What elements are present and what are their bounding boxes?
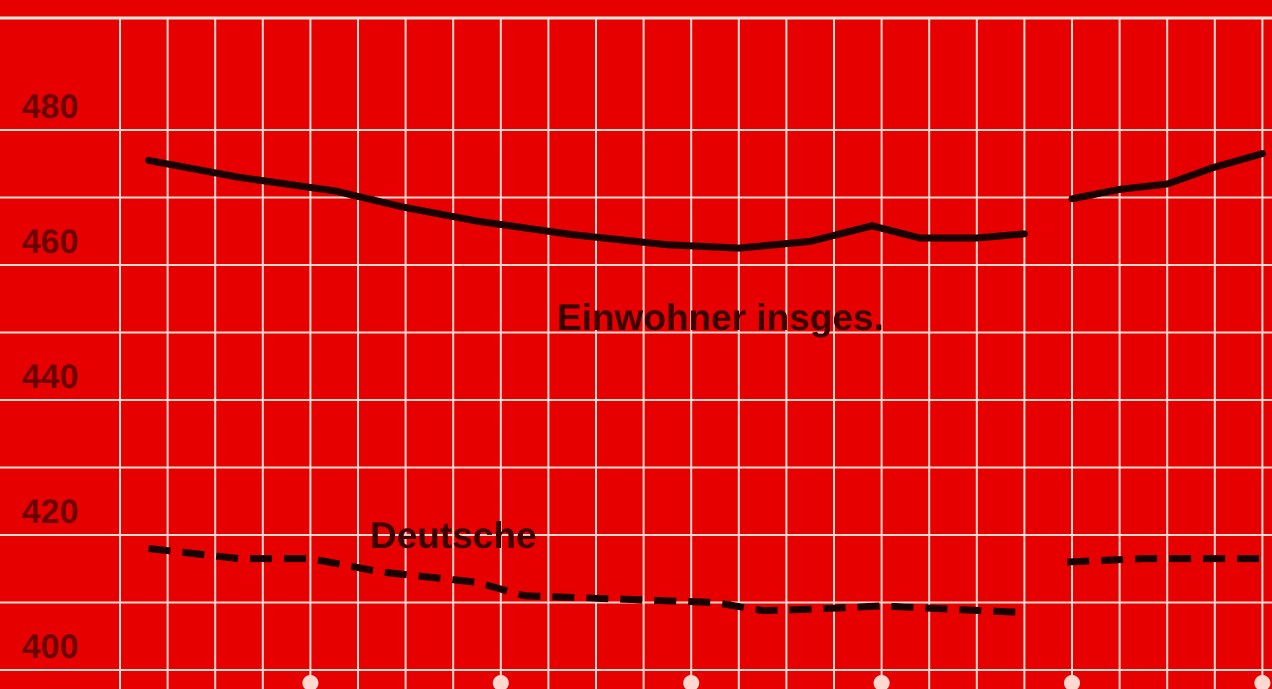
series-label-einwohner: Einwohner insges. (557, 297, 884, 338)
y-tick-label: 460 (22, 223, 79, 261)
y-tick-label: 480 (22, 88, 79, 126)
y-tick-label: 440 (22, 358, 79, 396)
y-tick-label: 400 (22, 628, 79, 666)
series-line-deutsche (1067, 555, 1263, 566)
series-line-einwohner (1068, 150, 1266, 203)
x-axis-marker (492, 675, 509, 689)
grid (0, 16, 1272, 689)
x-axis-marker (1064, 675, 1080, 689)
y-tick-label: 420 (22, 493, 79, 531)
x-axis-marker (873, 675, 890, 689)
x-axis-marker (302, 675, 319, 689)
series-label-deutsche: Deutsche (370, 515, 537, 556)
x-axis-marker (683, 675, 700, 689)
series-line-einwohner (145, 156, 1028, 252)
y-axis-ticks: 400 420 440 460 480 (22, 88, 79, 666)
axis-markers (302, 675, 1271, 689)
series-lines (145, 150, 1266, 617)
x-axis-marker (1254, 675, 1271, 689)
